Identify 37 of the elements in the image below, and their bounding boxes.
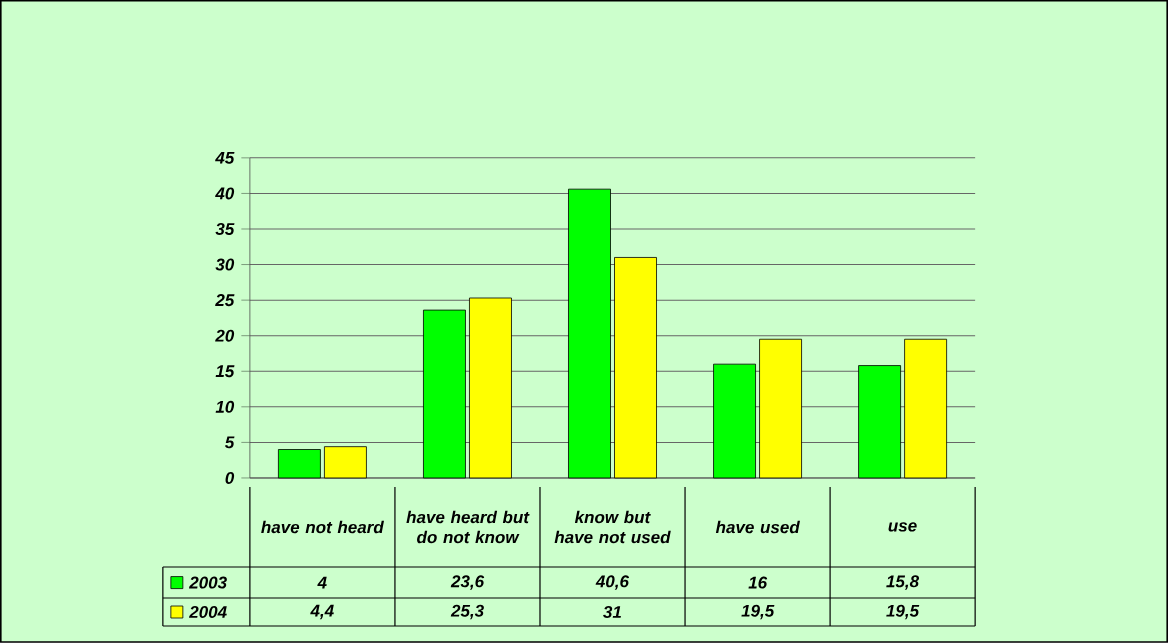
y-tick-label: 25 — [215, 294, 235, 307]
data-label: 4,4 — [310, 604, 334, 620]
data-label: 19,5 — [741, 604, 775, 620]
legend-label: 2003 — [189, 576, 227, 589]
bar — [614, 257, 657, 479]
bar — [713, 363, 756, 479]
x-tick-label: have used — [715, 520, 800, 534]
x-tick-label: know but have not used — [554, 510, 671, 544]
bar — [469, 297, 512, 479]
legend-label: 2004 — [189, 606, 227, 619]
data-label: 4 — [317, 576, 327, 589]
x-tick-label: have not heard — [261, 520, 384, 534]
bar — [324, 446, 367, 479]
y-tick-label: 35 — [215, 223, 235, 236]
y-tick-label: 20 — [215, 329, 235, 342]
bar — [568, 188, 611, 479]
y-tick-label: 40 — [215, 187, 235, 200]
y-tick-label: 30 — [215, 258, 235, 271]
x-tick-label: have heard but do not know — [406, 510, 530, 544]
y-tick-label: 5 — [224, 436, 235, 449]
bar — [759, 338, 802, 479]
bar — [858, 365, 901, 479]
data-label: 40,6 — [595, 575, 630, 590]
y-tick-label: 0 — [225, 472, 235, 485]
data-label: 15,8 — [886, 575, 920, 590]
data-label: 25,3 — [450, 604, 484, 620]
data-label: 23,6 — [450, 575, 485, 590]
y-tick-label: 10 — [215, 400, 235, 413]
data-label: 31 — [603, 606, 621, 619]
y-tick-label: 15 — [215, 365, 235, 378]
data-label: 19,5 — [886, 604, 920, 620]
data-label: 16 — [748, 576, 768, 589]
y-tick-label: 45 — [215, 152, 235, 164]
bar — [278, 449, 321, 479]
x-tick-label: use — [888, 522, 917, 532]
bar — [423, 309, 466, 479]
bar — [904, 338, 948, 479]
